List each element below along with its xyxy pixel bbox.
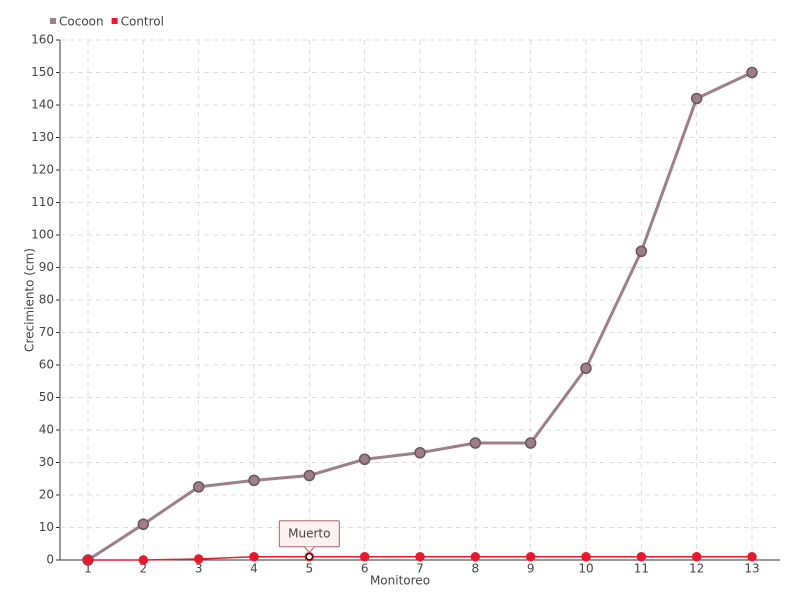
data-point [303, 469, 316, 482]
data-point [414, 447, 426, 459]
data-point [193, 554, 204, 564]
data-point [359, 552, 370, 562]
y-tick-label: 70 [39, 325, 54, 339]
y-tick-label: 90 [39, 260, 54, 274]
legend-swatch [111, 18, 118, 24]
y-tick-label: 120 [31, 163, 54, 177]
legend-swatch [50, 18, 56, 24]
data-point [581, 552, 591, 562]
y-tick-label: 40 [39, 423, 54, 437]
data-point [470, 552, 481, 562]
x-tick-label: 4 [250, 562, 258, 576]
data-point [691, 552, 702, 562]
data-point [137, 518, 150, 530]
data-point [358, 453, 371, 465]
x-axis-title: Monitoreo [370, 574, 430, 588]
y-tick-label: 10 [39, 520, 54, 534]
annotation: Muerto [278, 520, 340, 561]
y-tick-label: 80 [39, 293, 54, 307]
data-point [469, 437, 482, 449]
y-tick-label: 160 [31, 33, 54, 47]
series-line [87, 71, 753, 562]
y-tick-label: 0 [46, 553, 54, 567]
data-point [690, 92, 703, 105]
x-tick-label: 13 [744, 562, 759, 576]
annotation-label: Muerto [288, 526, 330, 540]
annotation-marker [305, 553, 313, 561]
data-point [747, 552, 757, 562]
data-point [580, 362, 592, 374]
x-tick-label: 5 [306, 562, 314, 576]
x-tick-label: 1 [84, 562, 92, 576]
y-tick-label: 60 [39, 358, 54, 372]
data-point [138, 555, 149, 565]
data-point [525, 552, 536, 562]
x-tick-label: 3 [195, 562, 203, 576]
y-tick-label: 110 [31, 195, 54, 209]
x-tick-label: 11 [634, 562, 649, 576]
x-tick-label: 6 [361, 562, 369, 576]
x-tick-label: 2 [140, 562, 148, 576]
data-point [83, 555, 93, 565]
y-tick-label: 100 [31, 228, 54, 242]
x-tick-label: 7 [416, 562, 424, 576]
data-point [746, 66, 758, 79]
y-tick-label: 20 [39, 488, 54, 502]
data-point [192, 481, 205, 493]
y-tick-label: 150 [31, 65, 54, 79]
annotation-pointer [303, 546, 315, 554]
data-point [636, 552, 647, 562]
y-tick-label: 50 [39, 390, 54, 404]
data-point [635, 245, 648, 257]
data-point [248, 474, 260, 487]
x-tick-label: 8 [472, 562, 480, 576]
data-point [415, 552, 425, 562]
y-axis-title: Crecimiento (cm) [23, 248, 37, 352]
y-tick-label: 130 [31, 130, 54, 144]
data-point [524, 437, 537, 449]
x-tick-label: 10 [578, 562, 593, 576]
data-point [249, 552, 259, 562]
x-tick-label: 12 [689, 562, 704, 576]
y-tick-label: 30 [39, 455, 54, 469]
legend-label: Control [121, 15, 164, 29]
y-tick-label: 140 [31, 98, 54, 112]
x-tick-label: 9 [527, 562, 535, 576]
legend-label: Cocoon [59, 15, 104, 29]
